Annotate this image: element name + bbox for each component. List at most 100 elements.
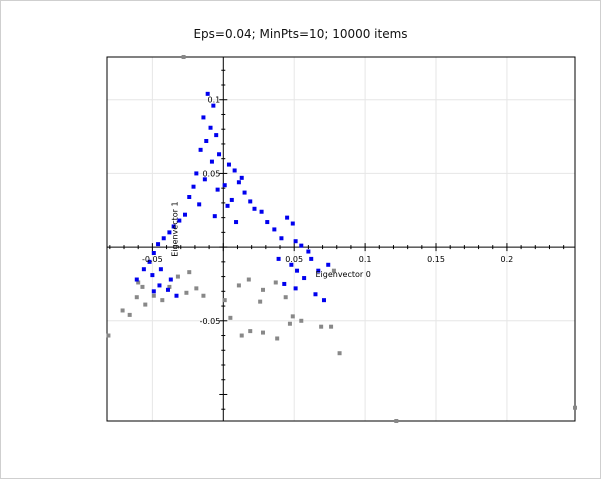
cluster-point	[313, 292, 318, 297]
cluster-point	[272, 227, 277, 232]
cluster-point	[276, 256, 281, 261]
cluster-point	[161, 236, 166, 241]
cluster-point	[167, 230, 172, 235]
axes	[107, 57, 575, 421]
cluster-point	[165, 287, 170, 292]
cluster-point	[151, 251, 156, 255]
cluster-point	[242, 190, 247, 195]
cluster-point	[171, 224, 176, 229]
noise-point	[246, 277, 251, 282]
cluster-point	[197, 202, 202, 207]
plot-area	[106, 56, 576, 422]
noise-point	[160, 298, 165, 303]
noise-point	[143, 302, 148, 307]
noise-point	[194, 286, 199, 291]
cluster-point	[204, 139, 209, 143]
cluster-point	[168, 277, 173, 282]
cluster-point	[214, 133, 219, 138]
noise-point	[181, 55, 186, 59]
cluster-point	[212, 214, 217, 219]
noise-point	[201, 293, 206, 298]
cluster-point	[293, 286, 298, 291]
x-tick-label: 0.15	[427, 255, 445, 264]
noise-point	[337, 351, 342, 356]
cluster-point	[209, 159, 214, 164]
y-tick-label: -0.05	[200, 317, 221, 326]
cluster-point	[222, 183, 227, 188]
cluster-point	[147, 259, 152, 264]
cluster-point	[239, 175, 244, 180]
cluster-point	[191, 184, 196, 189]
x-axis-label: Eigenvector 0	[315, 270, 370, 279]
cluster-point	[150, 273, 155, 278]
grid-lines	[107, 57, 575, 421]
noise-point	[319, 324, 324, 329]
x-tick-label: 0.05	[285, 255, 303, 264]
cluster-point	[232, 168, 237, 173]
cluster-series	[134, 91, 331, 303]
y-tick-label: 0.1	[208, 96, 221, 105]
noise-point	[222, 298, 227, 303]
noise-point	[261, 287, 265, 292]
cluster-point	[316, 268, 321, 273]
noise-point	[167, 284, 172, 289]
cluster-point	[134, 277, 139, 282]
noise-point	[127, 312, 132, 317]
noise-point	[290, 314, 295, 319]
noise-point	[329, 324, 334, 329]
noise-point	[275, 336, 280, 341]
cluster-point	[289, 262, 294, 267]
cluster-point	[177, 218, 182, 223]
cluster-point	[183, 212, 187, 217]
cluster-point	[326, 262, 331, 267]
cluster-point	[290, 221, 295, 226]
cluster-point	[236, 180, 241, 185]
noise-point	[261, 330, 265, 335]
cluster-point	[211, 103, 216, 108]
cluster-point	[309, 256, 314, 261]
cluster-point	[225, 203, 230, 208]
cluster-point	[202, 177, 207, 182]
cluster-point	[295, 268, 300, 273]
y-axis-label: Eigenvector 1	[170, 201, 179, 256]
cluster-point	[299, 243, 304, 248]
cluster-point	[282, 281, 287, 286]
cluster-point	[174, 293, 179, 298]
noise-point	[136, 280, 141, 285]
chart-title: Eps=0.04; MinPts=10; 10000 items	[193, 27, 408, 41]
cluster-point	[198, 147, 203, 152]
cluster-point	[265, 220, 270, 225]
cluster-point	[226, 162, 231, 167]
cluster-point	[151, 289, 156, 294]
noise-point	[151, 293, 156, 298]
cluster-point	[302, 276, 307, 281]
cluster-point	[194, 171, 199, 176]
noise-point	[283, 295, 288, 300]
noise-point	[106, 333, 111, 338]
cluster-point	[234, 220, 239, 225]
cluster-point	[248, 199, 253, 204]
cluster-point	[215, 187, 220, 192]
noise-point	[258, 299, 263, 304]
noise-point	[273, 280, 278, 285]
cluster-point	[156, 242, 161, 247]
cluster-point	[293, 239, 298, 244]
noise-point	[175, 274, 180, 279]
noise-point	[184, 290, 189, 295]
noise-point	[299, 318, 304, 323]
cluster-point	[321, 298, 326, 303]
x-tick-label: 0.2	[501, 255, 514, 264]
noise-point	[120, 308, 125, 313]
cluster-point	[201, 115, 206, 120]
cluster-point	[141, 267, 146, 272]
cluster-point	[205, 91, 210, 96]
cluster-point	[259, 209, 264, 214]
noise-point	[394, 419, 399, 423]
cluster-point	[217, 152, 222, 157]
cluster-point	[279, 236, 284, 241]
noise-series	[106, 55, 577, 423]
y-tick-label: 0.05	[202, 169, 220, 178]
noise-point	[236, 283, 241, 288]
noise-point	[573, 405, 577, 410]
